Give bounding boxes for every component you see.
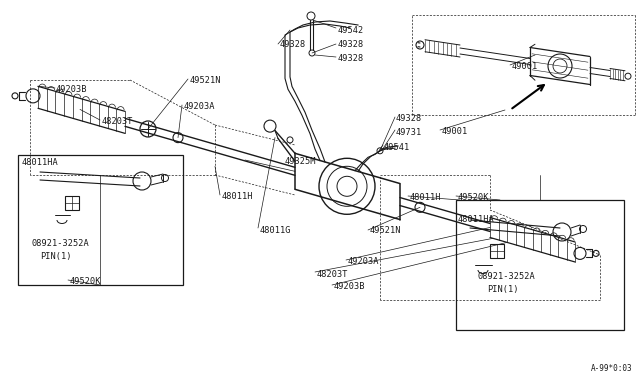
Text: 48011H: 48011H: [410, 193, 442, 202]
Text: 49521N: 49521N: [370, 226, 401, 235]
Text: 48011G: 48011G: [260, 226, 291, 235]
Text: 49001: 49001: [442, 127, 468, 136]
Text: 48203T: 48203T: [102, 117, 134, 126]
Bar: [456, 200, 624, 330]
Bar: [18, 155, 183, 285]
Text: 08921-3252A: 08921-3252A: [477, 272, 535, 281]
Text: A-99*0:03: A-99*0:03: [590, 364, 632, 372]
Text: 49328: 49328: [338, 54, 364, 63]
Text: PIN(1): PIN(1): [487, 285, 518, 294]
Text: 49520K: 49520K: [458, 193, 490, 202]
Text: 49521N: 49521N: [190, 76, 221, 85]
Text: 48011HA: 48011HA: [458, 215, 495, 224]
Text: 49001: 49001: [512, 62, 538, 71]
Text: 49328: 49328: [280, 40, 307, 49]
Text: 49203A: 49203A: [184, 102, 216, 111]
Text: 49542: 49542: [338, 26, 364, 35]
Text: 49541: 49541: [384, 143, 410, 152]
Text: 49520K: 49520K: [70, 277, 102, 286]
Text: 49328: 49328: [338, 40, 364, 49]
Text: 49203A: 49203A: [348, 257, 380, 266]
Bar: [65, 196, 79, 210]
Text: 49325M: 49325M: [285, 157, 317, 166]
Text: PIN(1): PIN(1): [40, 252, 72, 261]
Text: 49731: 49731: [396, 128, 422, 137]
Text: 08921-3252A: 08921-3252A: [32, 239, 90, 248]
Text: 49203B: 49203B: [56, 85, 88, 94]
Bar: [490, 244, 504, 258]
Text: 49328: 49328: [396, 114, 422, 123]
Text: 48011HA: 48011HA: [22, 158, 59, 167]
Text: 48011H: 48011H: [222, 192, 253, 201]
Text: 48203T: 48203T: [317, 270, 349, 279]
Text: 49203B: 49203B: [334, 282, 365, 291]
